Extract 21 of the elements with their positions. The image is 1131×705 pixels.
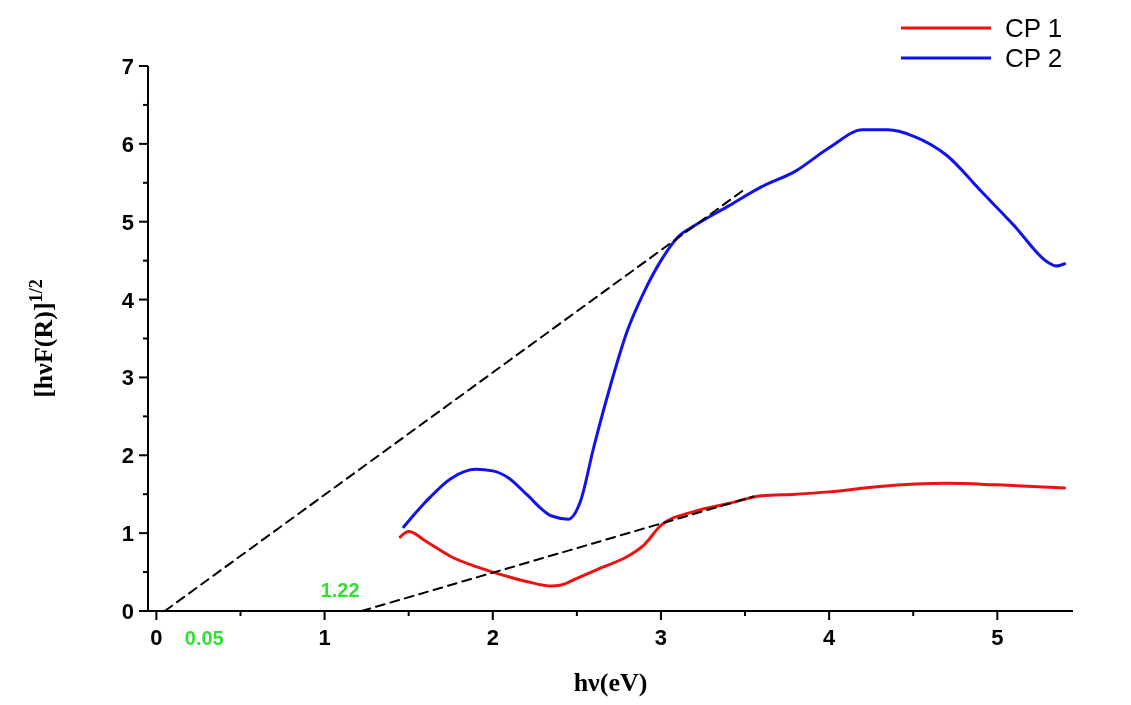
y-tick-label: 2 [121,443,134,469]
annotation: 1.22 [320,579,360,601]
x-tick-label: 4 [823,625,837,650]
x-tick-label: 2 [486,625,499,650]
x-tick-label: 1 [318,625,331,650]
y-tick-label: 5 [121,209,134,235]
annotation: 0.05 [184,627,224,649]
y-tick-label: 1 [121,521,134,547]
y-tick-label: 7 [121,54,134,79]
y-tick-label: 3 [121,365,134,391]
x-tick-label: 0 [150,625,163,650]
line-series [402,128,1067,529]
legend-label: CP 2 [1005,43,1063,73]
y-tick-label: 0 [121,599,134,624]
y-tick-label: 6 [121,131,134,157]
x-axis-title: hν(eV) [573,668,648,697]
line-series [398,481,1067,588]
y-tick-label: 4 [121,287,135,313]
x-tick-label: 3 [654,625,668,650]
legend-label: CP 1 [1005,13,1063,43]
x-tick-label: 5 [991,625,1004,650]
